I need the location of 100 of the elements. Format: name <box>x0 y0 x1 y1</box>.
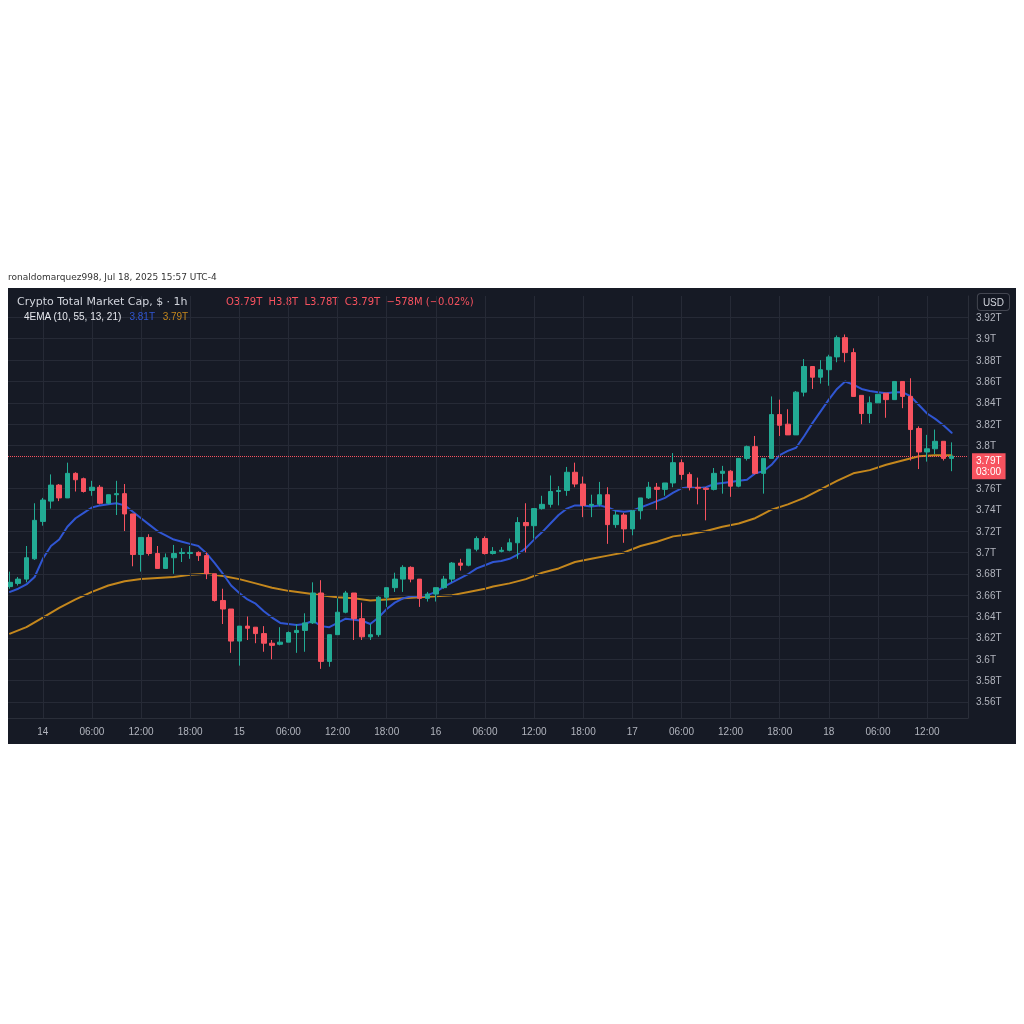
candlestick <box>15 576 21 587</box>
candlestick <box>662 482 668 497</box>
candlestick <box>32 502 37 561</box>
candlestick <box>793 390 799 436</box>
text: ronaldomarquez998, Jul 18, 2025 15:57 UTC-4 <box>8 271 217 282</box>
candlestick <box>130 513 136 567</box>
annotation: 4EMA (10, 55, 13, 21) <box>24 310 122 322</box>
candlestick <box>277 626 283 646</box>
candlestick <box>507 538 512 552</box>
candlestick <box>237 625 242 667</box>
y-tick-label: 3.72T <box>976 525 1002 537</box>
y-axis-title: USD <box>982 296 1005 308</box>
candlestick <box>482 535 488 556</box>
candlestick <box>720 465 725 495</box>
y-tick-label: 3.76T <box>976 482 1002 494</box>
candlestick <box>728 469 733 498</box>
candlestick <box>97 484 103 505</box>
candlestick <box>687 471 692 491</box>
x-tick-label: 06:00 <box>275 725 302 737</box>
y-tick-label: 3.82T <box>976 418 1002 430</box>
candlestick <box>695 477 701 505</box>
candlestick <box>48 473 54 510</box>
candlestick <box>384 587 389 608</box>
x-tick-label: 18:00 <box>374 725 400 737</box>
y-tick-label: 3.66T <box>976 589 1002 601</box>
candlestick <box>417 578 422 608</box>
candlestick <box>56 483 62 502</box>
candlestick <box>408 565 414 583</box>
candlestick <box>302 612 308 653</box>
candlestick <box>875 393 881 404</box>
x-tick-label: 06:00 <box>865 725 891 737</box>
candlestick <box>376 595 381 638</box>
candlestick <box>441 575 447 590</box>
candlestick <box>294 623 299 654</box>
candlestick <box>932 429 938 455</box>
candlestick <box>515 516 520 560</box>
candlestick <box>433 587 439 603</box>
candlestick <box>499 546 504 553</box>
candlestick <box>621 512 627 544</box>
candlestick <box>327 634 332 668</box>
candlestick <box>359 602 365 641</box>
y-tick-label: 3.56T <box>976 696 1002 708</box>
candlestick <box>785 408 791 436</box>
candlestick <box>801 358 807 397</box>
candlestick <box>318 579 324 670</box>
candlestick <box>89 480 95 497</box>
x-tick-label: 18:00 <box>767 725 793 737</box>
candlestick <box>163 552 168 569</box>
candlestick <box>220 588 226 625</box>
line-series <box>9 380 953 629</box>
candlestick <box>810 366 815 390</box>
x-tick-label: 06:00 <box>668 725 695 737</box>
candlestick <box>883 392 889 419</box>
candlestick <box>187 545 193 560</box>
candlestick <box>679 458 684 481</box>
candlestick <box>924 434 930 463</box>
candlestick <box>310 581 316 625</box>
x-tick-label: 12:00 <box>325 725 351 737</box>
candlestick <box>867 395 872 424</box>
candlestick <box>818 359 823 385</box>
text: 03:00 <box>976 466 1002 478</box>
x-tick-label: 15 <box>233 725 246 737</box>
candlestick <box>851 347 856 397</box>
candlestick <box>368 623 373 641</box>
candlestick <box>842 333 848 363</box>
candlestick <box>564 466 570 497</box>
candlestick <box>605 486 610 545</box>
x-tick-label: 06:00 <box>79 725 105 737</box>
candlestick <box>122 483 127 532</box>
candlestick <box>24 545 29 583</box>
candlestick <box>253 626 258 644</box>
ref-line-label: 3.79T <box>976 455 1002 467</box>
candlestick <box>114 480 119 516</box>
candlestick <box>138 536 144 573</box>
candlestick <box>711 467 717 491</box>
annotation: 3.81T <box>129 310 156 322</box>
annotation: 3.79T <box>162 310 189 322</box>
candlestick <box>490 546 496 556</box>
y-tick-label: 3.68T <box>976 568 1002 580</box>
candlestick <box>523 502 529 553</box>
candlestick <box>769 395 774 459</box>
x-tick-label: 12:00 <box>521 725 547 737</box>
candlestick <box>638 497 643 520</box>
y-tick-label: 3.9T <box>976 333 997 345</box>
candlestick <box>834 335 840 363</box>
x-tick-label: 18:00 <box>570 725 597 737</box>
candlestick <box>539 495 545 511</box>
y-tick-label: 3.8T <box>976 440 997 452</box>
y-tick-label: 3.62T <box>976 632 1002 644</box>
candlestick <box>580 476 586 518</box>
line-series <box>9 454 953 635</box>
candlestick <box>892 380 897 401</box>
y-tick-label: 3.6T <box>976 653 997 665</box>
x-tick-label: 12:00 <box>718 725 744 737</box>
candlestick <box>8 571 13 590</box>
y-tick-label: 3.7T <box>976 546 997 558</box>
x-tick-label: 18:00 <box>177 725 204 737</box>
candlestick <box>425 591 430 603</box>
candlestick <box>572 462 578 488</box>
x-tick-label: 12:00 <box>128 725 154 737</box>
